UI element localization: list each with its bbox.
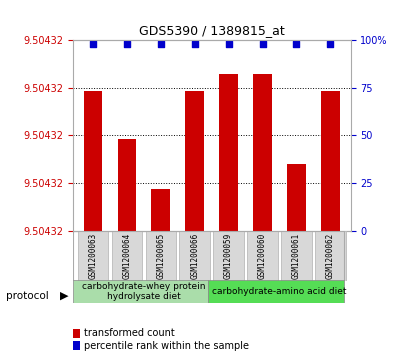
Text: protocol: protocol xyxy=(6,291,49,301)
Text: carbohydrate-whey protein
hydrolysate diet: carbohydrate-whey protein hydrolysate di… xyxy=(82,282,205,301)
Text: GSM1200060: GSM1200060 xyxy=(258,233,267,279)
Point xyxy=(191,41,198,46)
Text: GSM1200062: GSM1200062 xyxy=(326,233,335,279)
Text: GSM1200066: GSM1200066 xyxy=(190,233,199,279)
Title: GDS5390 / 1389815_at: GDS5390 / 1389815_at xyxy=(139,24,285,37)
Text: GSM1200065: GSM1200065 xyxy=(156,233,165,279)
Text: ▶: ▶ xyxy=(60,291,68,301)
Text: GSM1200061: GSM1200061 xyxy=(292,233,301,279)
Bar xyxy=(146,231,176,281)
Bar xyxy=(186,91,204,231)
Bar xyxy=(78,231,108,281)
Point xyxy=(90,41,96,46)
Text: GSM1200059: GSM1200059 xyxy=(224,233,233,279)
Bar xyxy=(151,189,170,231)
Bar xyxy=(253,74,272,231)
Text: GSM1200063: GSM1200063 xyxy=(88,233,98,279)
Point xyxy=(293,41,300,46)
Point xyxy=(259,41,266,46)
Bar xyxy=(287,164,306,231)
Text: GSM1200064: GSM1200064 xyxy=(122,233,132,279)
Bar xyxy=(117,139,136,231)
Bar xyxy=(247,231,278,281)
Text: percentile rank within the sample: percentile rank within the sample xyxy=(84,340,249,351)
Point xyxy=(124,41,130,46)
Bar xyxy=(84,91,102,231)
Bar xyxy=(321,91,339,231)
Bar xyxy=(208,280,344,303)
Bar xyxy=(73,280,208,303)
Bar xyxy=(213,231,244,281)
Point xyxy=(157,41,164,46)
Bar xyxy=(315,231,346,281)
Point xyxy=(225,41,232,46)
Bar xyxy=(219,74,238,231)
Point xyxy=(327,41,334,46)
Bar xyxy=(179,231,210,281)
Text: carbohydrate-amino acid diet: carbohydrate-amino acid diet xyxy=(212,287,347,296)
Bar xyxy=(112,231,142,281)
Bar xyxy=(281,231,312,281)
Text: transformed count: transformed count xyxy=(84,328,175,338)
